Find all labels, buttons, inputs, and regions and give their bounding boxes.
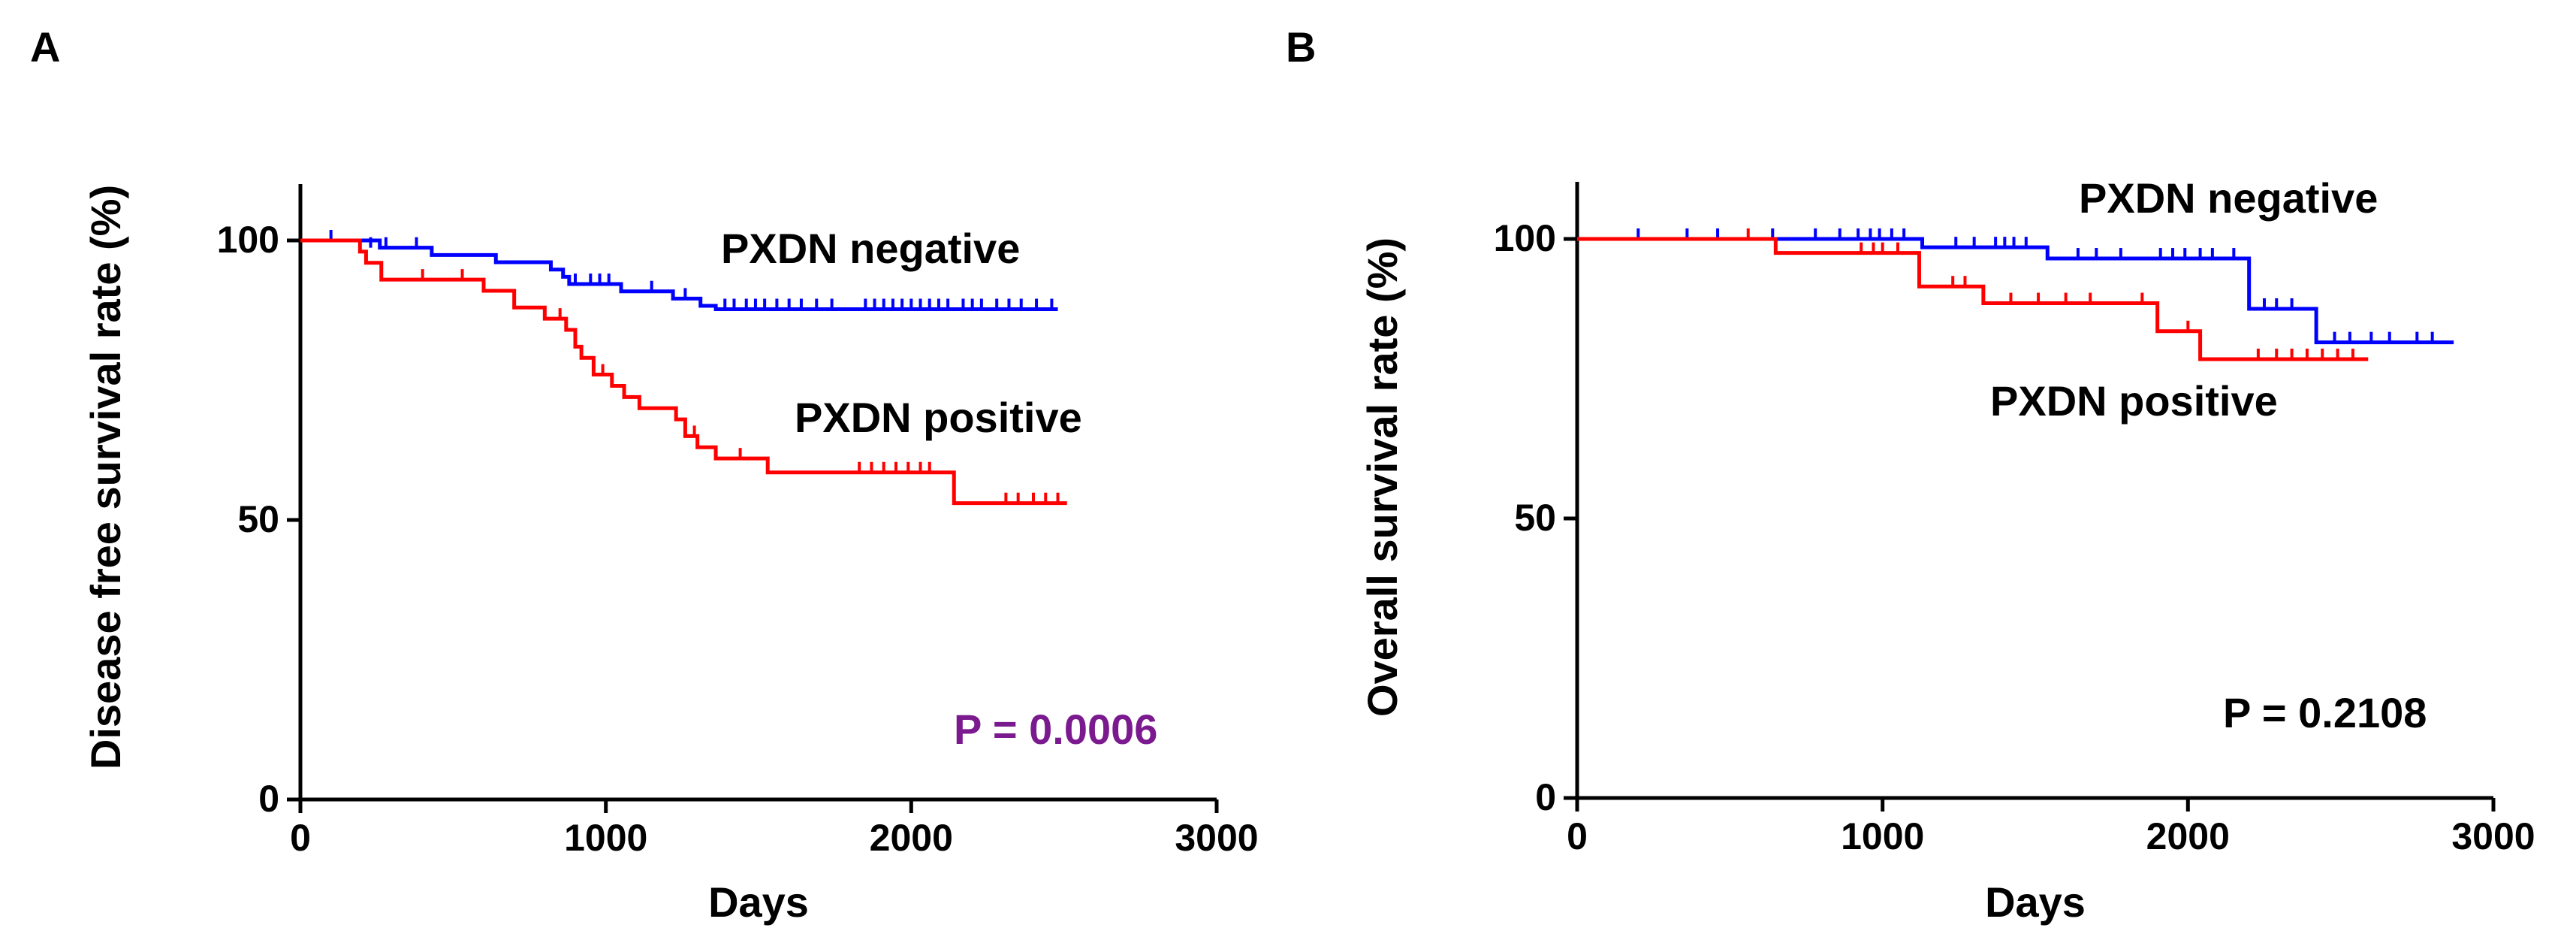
series-label-positive-b: PXDN positive [1990,377,2278,425]
x-axis-label-b: Days [1985,878,2086,926]
y-axis-label-b: Overall survival rate (%) [1359,237,1406,717]
y-tick-label-50-b: 50 [1514,497,1556,539]
y-axis-label-a: Disease free survival rate (%) [82,185,129,769]
km-curve-pxdn-negative-a [300,238,1058,312]
y-axis-a: 0 50 100 [217,184,303,820]
plot-area-a [300,230,1067,506]
x-tick-label-3000-b: 3000 [2451,815,2535,857]
p-value-b: P = 0.2108 [2223,689,2427,736]
series-label-negative-b: PXDN negative [2079,174,2378,222]
y-tick-label-100-a: 100 [217,219,279,261]
y-tick-label-100-b: 100 [1494,217,1556,259]
km-curve-pxdn-negative-b [1577,237,2454,345]
panel-label-b: B [1286,23,1316,71]
y-tick-label-0-b: 0 [1535,776,1556,818]
x-axis-label-a: Days [708,878,809,926]
y-tick-label-0-a: 0 [258,778,279,820]
plot-area-b [1577,228,2454,361]
y-axis-b: 0 50 100 [1494,182,1579,818]
x-tick-label-0-a: 0 [290,817,311,859]
panel-a: A 0 50 100 0 1000 2000 3000 Days Disease… [30,23,1259,926]
x-tick-label-2000-a: 2000 [870,817,953,859]
p-value-a: P = 0.0006 [954,706,1157,753]
x-tick-label-1000-a: 1000 [564,817,647,859]
panel-label-a: A [30,23,60,71]
x-tick-label-3000-a: 3000 [1175,817,1258,859]
series-label-negative-a: PXDN negative [721,225,1020,272]
km-curve-pxdn-positive-b [1577,237,2369,361]
x-axis-b: 0 1000 2000 3000 [1567,796,2535,857]
x-axis-a: 0 1000 2000 3000 [290,797,1259,859]
x-tick-label-0-b: 0 [1567,815,1588,857]
km-curve-pxdn-positive-a [300,238,1067,506]
x-tick-label-2000-b: 2000 [2146,815,2230,857]
series-label-positive-a: PXDN positive [795,394,1082,441]
y-tick-label-50-a: 50 [237,498,279,540]
x-tick-label-1000-b: 1000 [1841,815,1924,857]
panel-b: B 0 50 100 0 1000 2000 3000 Days Overall… [1286,23,2535,926]
